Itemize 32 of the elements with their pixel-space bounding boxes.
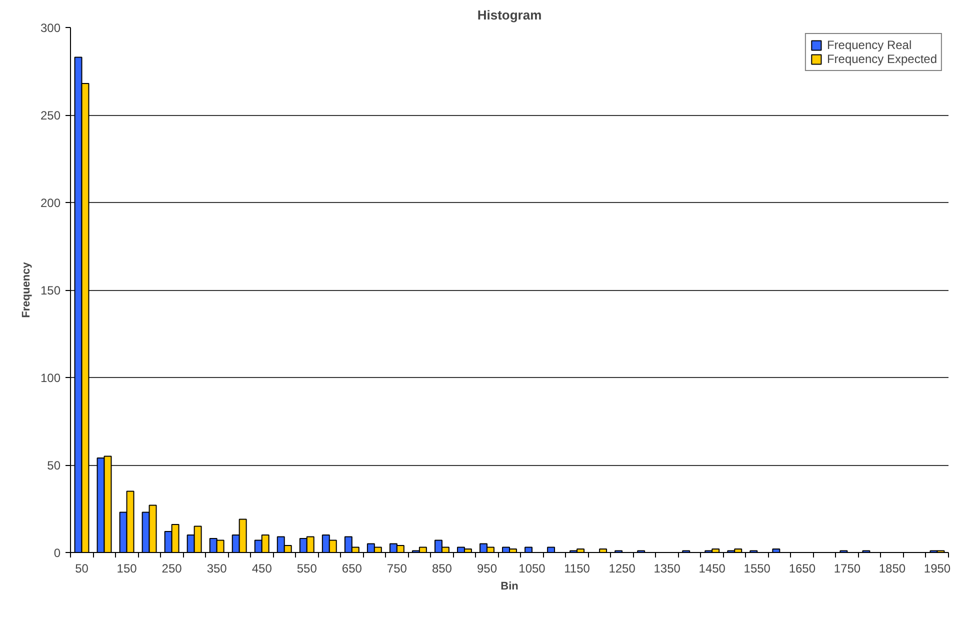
y-axis-title: Frequency xyxy=(20,261,32,318)
x-tick-label: 1750 xyxy=(834,562,861,576)
x-tick-label: 1450 xyxy=(698,562,726,576)
x-tick-label: 50 xyxy=(75,562,89,576)
x-tick-label: 1550 xyxy=(744,562,771,576)
y-tick-label: 200 xyxy=(40,196,61,210)
y-tick-label: 50 xyxy=(47,458,61,472)
x-tick-label: 950 xyxy=(476,562,498,576)
x-tick-label: 850 xyxy=(432,562,452,576)
x-tick-label: 1250 xyxy=(608,562,636,576)
chart-title: Histogram xyxy=(477,8,542,22)
legend-label: Frequency Real xyxy=(826,38,912,52)
x-tick-label: 1050 xyxy=(518,562,546,576)
x-tick-label: 1650 xyxy=(788,562,816,576)
x-tick-label: 650 xyxy=(342,562,362,576)
y-tick-label: 300 xyxy=(40,21,61,35)
x-tick-label: 550 xyxy=(296,562,318,576)
x-tick-label: 1350 xyxy=(654,562,681,576)
y-tick-label: 250 xyxy=(40,108,61,122)
x-tick-label: 350 xyxy=(206,562,228,576)
x-tick-label: 250 xyxy=(162,562,182,576)
x-tick-label: 1850 xyxy=(878,562,906,576)
y-tick-label: 100 xyxy=(40,371,61,385)
x-axis-title: Bin xyxy=(500,580,519,592)
x-tick-label: 450 xyxy=(252,562,272,576)
x-tick-label: 750 xyxy=(386,562,408,576)
x-tick-label: 1950 xyxy=(924,562,951,576)
legend-label: Frequency Expected xyxy=(826,52,937,66)
x-tick-label: 1150 xyxy=(564,562,590,576)
y-tick-label: 0 xyxy=(54,546,61,560)
y-tick-label: 150 xyxy=(40,284,61,298)
x-tick-label: 150 xyxy=(116,562,138,576)
